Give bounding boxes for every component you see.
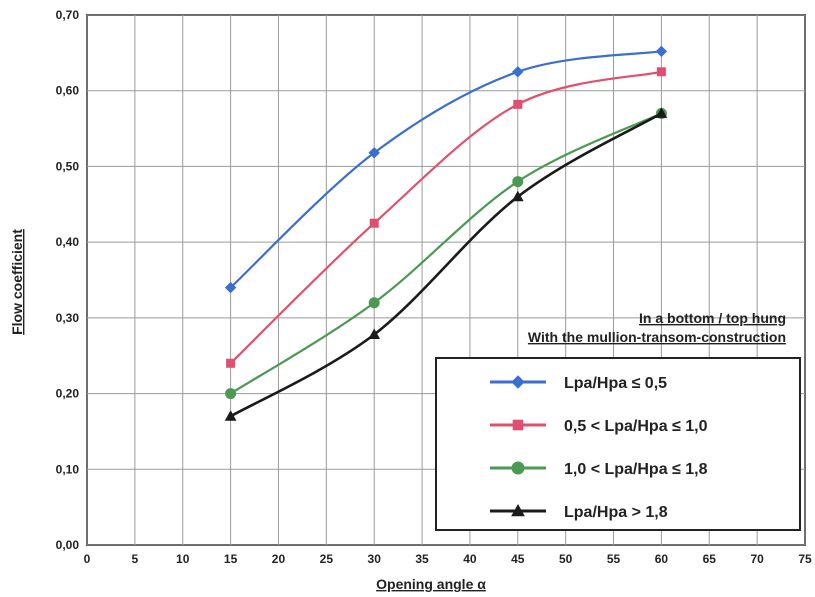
x-tick-label: 40 [463,552,477,566]
y-tick-label: 0,40 [56,235,80,249]
x-tick-label: 0 [84,552,91,566]
x-tick-label: 30 [368,552,382,566]
data-point [225,388,237,400]
legend-box [435,357,801,531]
x-tick-label: 15 [224,552,238,566]
annotation-line-1: In a bottom / top hung [639,310,786,326]
y-tick-labels: 0,00 0,10 0,20 0,30 0,40 0,50 0,60 0,70 [56,8,80,552]
data-point [513,99,523,109]
legend-label: Lpa/Hpa ≤ 0,5 [564,375,667,392]
x-tick-label: 5 [132,552,139,566]
data-point [512,66,524,78]
legend-marker [511,503,525,517]
x-tick-label: 25 [320,552,334,566]
x-tick-label: 10 [176,552,190,566]
x-axis-title: Opening angle α [376,576,486,592]
series-line-2 [229,70,662,365]
y-tick-label: 0,00 [56,538,80,552]
legend-marker [511,461,525,475]
y-tick-label: 0,70 [56,8,80,22]
x-tick-label: 55 [607,552,621,566]
y-tick-label: 0,10 [56,462,80,476]
series-line-1 [229,50,662,289]
legend-marker [511,375,525,389]
data-point [655,107,668,118]
y-axis-title: Flow coefficient [9,229,25,335]
legend: Lpa/Hpa ≤ 0,5 0,5 < Lpa/Hpa ≤ 1,0 1,0 < Lp… [435,357,801,531]
x-tick-label: 75 [798,552,812,566]
data-point [224,281,237,294]
data-point [224,410,237,421]
y-tick-label: 0,30 [56,311,80,325]
data-point [368,147,380,159]
legend-marker [512,419,524,431]
x-tick-label: 45 [511,552,525,566]
legend-items: Lpa/Hpa ≤ 0,5 0,5 < Lpa/Hpa ≤ 1,0 1,0 < Lp… [490,375,708,521]
legend-label: 1,0 < Lpa/Hpa ≤ 1,8 [564,461,708,478]
x-tick-label: 35 [415,552,429,566]
x-tick-label: 65 [703,552,717,566]
x-tick-label: 20 [272,552,286,566]
data-point [368,328,381,340]
data-point [655,45,668,58]
legend-label: 0,5 < Lpa/Hpa ≤ 1,0 [564,418,708,435]
series-line-4 [229,112,663,418]
y-tick-label: 0,20 [56,387,80,401]
y-tick-label: 0,60 [56,84,80,98]
data-point [368,297,380,309]
annotation-line-2: With the mullion-transom-construction [528,329,786,345]
x-tick-label: 50 [559,552,573,566]
x-tick-label: 60 [655,552,669,566]
data-point [656,67,666,77]
data-point [226,358,236,368]
data-point [369,218,379,228]
series-line-3 [230,112,662,395]
y-tick-label: 0,50 [56,159,80,173]
x-tick-label: 70 [750,552,764,566]
x-tick-labels: 0 5 10 15 20 25 30 35 40 45 50 55 60 65 70 75 [84,552,812,566]
legend-label: Lpa/Hpa > 1,8 [564,504,668,521]
series-group [224,45,668,421]
data-point [512,176,524,188]
data-point [511,190,524,202]
